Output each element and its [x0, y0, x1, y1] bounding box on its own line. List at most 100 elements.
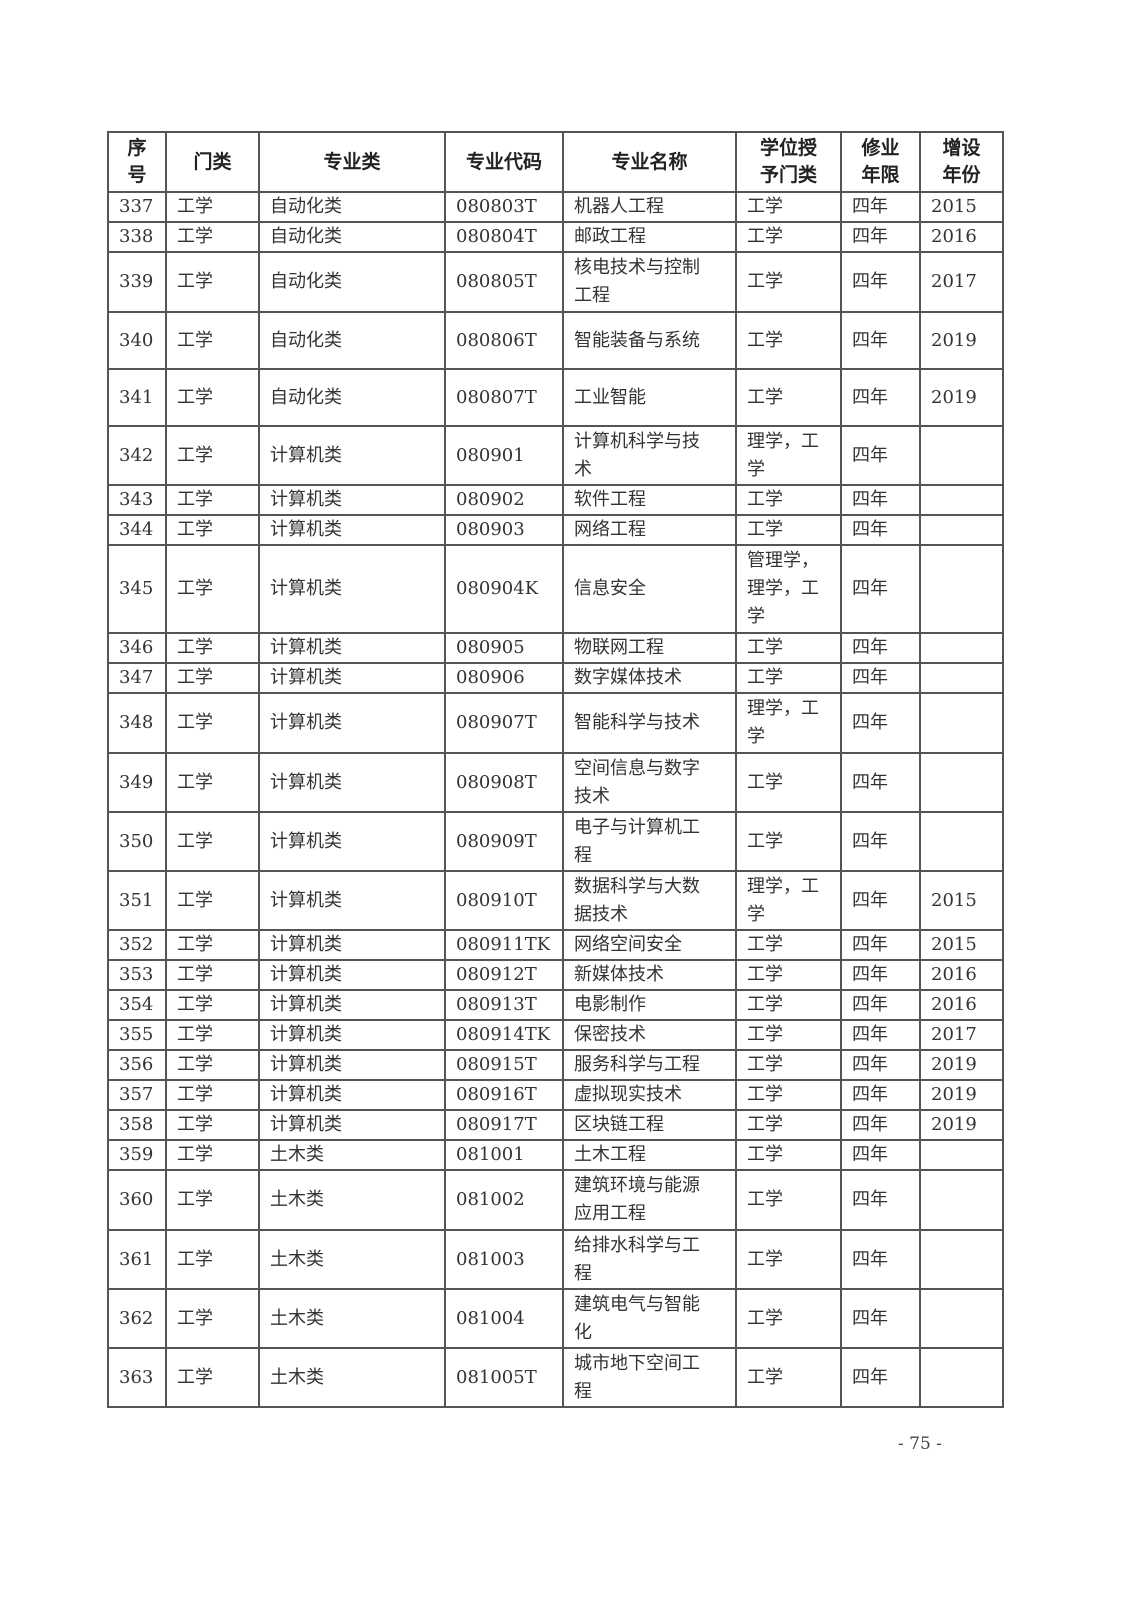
- cell-discipline: 计算机类: [258, 1049, 446, 1081]
- cell-code: 081004: [444, 1288, 564, 1349]
- cell-year-added: [919, 811, 1004, 872]
- cell-seq: 354: [107, 989, 167, 1021]
- cell-year-added: 2019: [919, 311, 1004, 370]
- cell-degree: 理学，工 学: [735, 425, 842, 486]
- table-row: 344 工学 计算机类 080903 网络工程 工学 四年: [107, 514, 1004, 546]
- cell-name: 网络空间安全: [562, 929, 737, 961]
- cell-discipline: 计算机类: [258, 1079, 446, 1111]
- cell-year-added: [919, 1229, 1004, 1290]
- cell-code: 080911TK: [444, 929, 564, 961]
- cell-seq: 357: [107, 1079, 167, 1111]
- cell-degree: 工学: [735, 752, 842, 813]
- cell-discipline: 自动化类: [258, 191, 446, 223]
- header-col-code: 专业代码: [444, 131, 564, 193]
- cell-degree: 工学: [735, 662, 842, 694]
- cell-name: 新媒体技术: [562, 959, 737, 991]
- cell-category: 工学: [165, 311, 260, 370]
- cell-category: 工学: [165, 1229, 260, 1290]
- cell-seq: 340: [107, 311, 167, 370]
- cell-degree: 工学: [735, 632, 842, 664]
- cell-degree: 管理学， 理学，工 学: [735, 544, 842, 634]
- cell-code: 080906: [444, 662, 564, 694]
- cell-discipline: 计算机类: [258, 870, 446, 931]
- cell-degree: 工学: [735, 1109, 842, 1141]
- cell-category: 工学: [165, 929, 260, 961]
- cell-degree: 工学: [735, 959, 842, 991]
- cell-code: 080910T: [444, 870, 564, 931]
- cell-year-added: [919, 752, 1004, 813]
- cell-duration: 四年: [840, 221, 921, 253]
- cell-seq: 356: [107, 1049, 167, 1081]
- cell-seq: 347: [107, 662, 167, 694]
- cell-category: 工学: [165, 959, 260, 991]
- cell-degree: 工学: [735, 1288, 842, 1349]
- cell-name: 城市地下空间工 程: [562, 1347, 737, 1408]
- header-col-seq: 序 号: [107, 131, 167, 193]
- cell-degree: 工学: [735, 368, 842, 427]
- cell-seq: 351: [107, 870, 167, 931]
- cell-discipline: 自动化类: [258, 251, 446, 313]
- header-col-degree: 学位授 予门类: [735, 131, 842, 193]
- cell-duration: 四年: [840, 1019, 921, 1051]
- cell-category: 工学: [165, 870, 260, 931]
- table-row: 338 工学 自动化类 080804T 邮政工程 工学 四年 2016: [107, 221, 1004, 253]
- cell-code: 080916T: [444, 1079, 564, 1111]
- table-row: 341 工学 自动化类 080807T 工业智能 工学 四年 2019: [107, 368, 1004, 427]
- cell-degree: 理学，工 学: [735, 870, 842, 931]
- cell-year-added: [919, 1288, 1004, 1349]
- cell-discipline: 计算机类: [258, 544, 446, 634]
- cell-category: 工学: [165, 632, 260, 664]
- cell-degree: 工学: [735, 989, 842, 1021]
- cell-degree: 工学: [735, 1139, 842, 1171]
- table-row: 337 工学 自动化类 080803T 机器人工程 工学 四年 2015: [107, 191, 1004, 223]
- cell-name: 智能装备与系统: [562, 311, 737, 370]
- table-row: 356 工学 计算机类 080915T 服务科学与工程 工学 四年 2019: [107, 1049, 1004, 1081]
- cell-year-added: 2016: [919, 221, 1004, 253]
- cell-degree: 工学: [735, 811, 842, 872]
- cell-year-added: [919, 514, 1004, 546]
- cell-year-added: 2016: [919, 959, 1004, 991]
- cell-code: 081001: [444, 1139, 564, 1171]
- table-row: 360 工学 土木类 081002 建筑环境与能源 应用工程 工学 四年: [107, 1169, 1004, 1231]
- cell-degree: 工学: [735, 929, 842, 961]
- cell-code: 081002: [444, 1169, 564, 1231]
- cell-code: 080803T: [444, 191, 564, 223]
- cell-seq: 359: [107, 1139, 167, 1171]
- cell-code: 081005T: [444, 1347, 564, 1408]
- table-row: 354 工学 计算机类 080913T 电影制作 工学 四年 2016: [107, 989, 1004, 1021]
- cell-code: 080907T: [444, 692, 564, 754]
- cell-duration: 四年: [840, 1139, 921, 1171]
- cell-degree: 工学: [735, 1049, 842, 1081]
- cell-duration: 四年: [840, 191, 921, 223]
- cell-name: 电子与计算机工 程: [562, 811, 737, 872]
- majors-table: 序 号门类 专业类 专业代码 专业名称 学位授 予门类 修业 年限 增设 年份 337 工学自…: [107, 131, 1004, 1408]
- cell-category: 工学: [165, 1049, 260, 1081]
- cell-discipline: 土木类: [258, 1347, 446, 1408]
- cell-year-added: 2015: [919, 929, 1004, 961]
- header-col-duration: 修业 年限: [840, 131, 921, 193]
- cell-code: 080905: [444, 632, 564, 664]
- cell-code: 080914TK: [444, 1019, 564, 1051]
- table-row: 352 工学 计算机类 080911TK 网络空间安全 工学 四年 2015: [107, 929, 1004, 961]
- cell-seq: 355: [107, 1019, 167, 1051]
- cell-discipline: 土木类: [258, 1288, 446, 1349]
- cell-year-added: [919, 1139, 1004, 1171]
- cell-seq: 349: [107, 752, 167, 813]
- cell-discipline: 计算机类: [258, 484, 446, 516]
- cell-code: 080912T: [444, 959, 564, 991]
- cell-name: 信息安全: [562, 544, 737, 634]
- cell-duration: 四年: [840, 514, 921, 546]
- cell-name: 建筑电气与智能 化: [562, 1288, 737, 1349]
- table-row: 347 工学 计算机类 080906 数字媒体技术 工学 四年: [107, 662, 1004, 694]
- cell-duration: 四年: [840, 1109, 921, 1141]
- cell-discipline: 计算机类: [258, 929, 446, 961]
- cell-seq: 343: [107, 484, 167, 516]
- cell-year-added: 2015: [919, 870, 1004, 931]
- cell-seq: 344: [107, 514, 167, 546]
- table-row: 350 工学 计算机类 080909T 电子与计算机工 程工学 四年: [107, 811, 1004, 872]
- table-row: 351 工学 计算机类 080910T 数据科学与大数 据技术 理学，工 学四年 2015: [107, 870, 1004, 931]
- cell-degree: 工学: [735, 191, 842, 223]
- cell-degree: 工学: [735, 251, 842, 313]
- cell-name: 工业智能: [562, 368, 737, 427]
- cell-discipline: 自动化类: [258, 311, 446, 370]
